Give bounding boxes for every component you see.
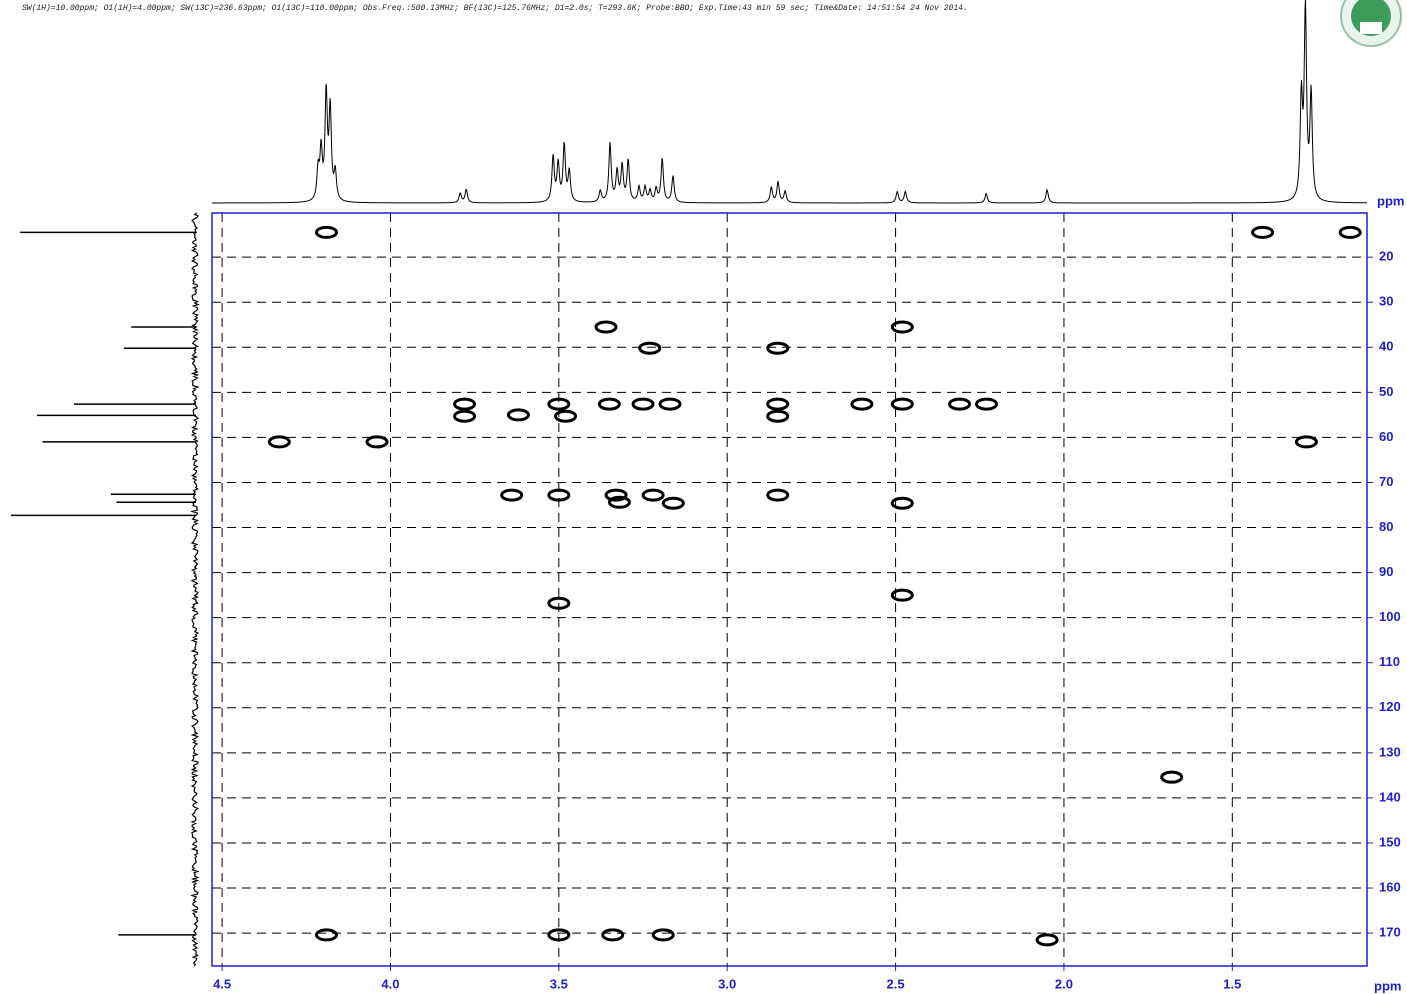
y-tick-label: 150	[1379, 834, 1401, 849]
cross-peak	[766, 409, 790, 423]
y-tick-label: 170	[1379, 925, 1401, 940]
cross-peak	[631, 397, 655, 411]
y-tick-label: 40	[1379, 339, 1393, 354]
y-tick-label: 110	[1379, 654, 1400, 669]
cross-peak	[267, 435, 291, 449]
y-tick-label: 140	[1379, 789, 1401, 804]
cross-peak	[547, 928, 571, 942]
x-tick-label: 3.0	[718, 976, 736, 991]
cross-peak	[594, 320, 618, 334]
x-unit-top: ppm	[1377, 193, 1404, 208]
cross-peak	[1251, 225, 1275, 239]
x-tick-label: 3.5	[550, 976, 568, 991]
cross-peak	[948, 397, 972, 411]
cross-peak	[607, 495, 631, 509]
y-tick-label: 30	[1379, 294, 1393, 309]
y-tick-label: 120	[1379, 699, 1401, 714]
cross-peak	[890, 496, 914, 510]
y-tick-label: 160	[1379, 879, 1401, 894]
top-projection	[212, 0, 1368, 204]
cross-peak	[601, 928, 625, 942]
cross-peak	[506, 408, 530, 422]
plot-frame	[211, 212, 1368, 967]
y-tick-label: 80	[1379, 519, 1393, 534]
cross-peak	[766, 397, 790, 411]
y-tick-label: 50	[1379, 384, 1393, 399]
x-tick-label: 2.5	[887, 976, 905, 991]
y-tick-label: 70	[1379, 474, 1393, 489]
cross-peak	[1338, 225, 1362, 239]
cross-peak	[547, 488, 571, 502]
cross-peak	[547, 596, 571, 610]
cross-peak	[661, 496, 685, 510]
cross-peak	[604, 488, 628, 502]
cross-peak	[597, 397, 621, 411]
cross-peak	[641, 488, 665, 502]
cross-peak	[314, 225, 338, 239]
cross-peak	[890, 320, 914, 334]
x-tick-label: 2.0	[1055, 976, 1073, 991]
cross-peak	[554, 409, 578, 423]
cross-peak	[1160, 770, 1184, 784]
x-unit: ppm	[1374, 978, 1401, 993]
cross-peak	[850, 397, 874, 411]
cross-peak	[658, 397, 682, 411]
y-tick-label: 90	[1379, 564, 1393, 579]
x-tick-label: 4.0	[381, 976, 399, 991]
cross-peak	[365, 435, 389, 449]
y-tick-label: 100	[1379, 609, 1401, 624]
cross-peak	[766, 488, 790, 502]
cross-peak	[651, 928, 675, 942]
cross-peak	[1294, 435, 1318, 449]
y-tick-label: 60	[1379, 429, 1393, 444]
cross-peak	[453, 409, 477, 423]
cross-peak	[1035, 933, 1059, 947]
cross-peak	[890, 588, 914, 602]
cross-peak	[766, 341, 790, 355]
x-tick-label: 4.5	[213, 976, 231, 991]
noise-trace	[189, 212, 200, 967]
x-tick-label: 1.5	[1223, 976, 1241, 991]
cross-peak	[974, 397, 998, 411]
cross-peak	[547, 397, 571, 411]
cross-peak	[500, 488, 524, 502]
cross-peak	[890, 397, 914, 411]
cross-peak	[638, 341, 662, 355]
y-tick-label: 130	[1379, 744, 1401, 759]
y-tick-label: 20	[1379, 249, 1393, 264]
cross-peak	[453, 397, 477, 411]
logo	[1340, 0, 1402, 47]
header: SW(1H)=10.00ppm; O1(1H)=4.00ppm; SW(13C)…	[22, 4, 968, 13]
cross-peak	[314, 928, 338, 942]
